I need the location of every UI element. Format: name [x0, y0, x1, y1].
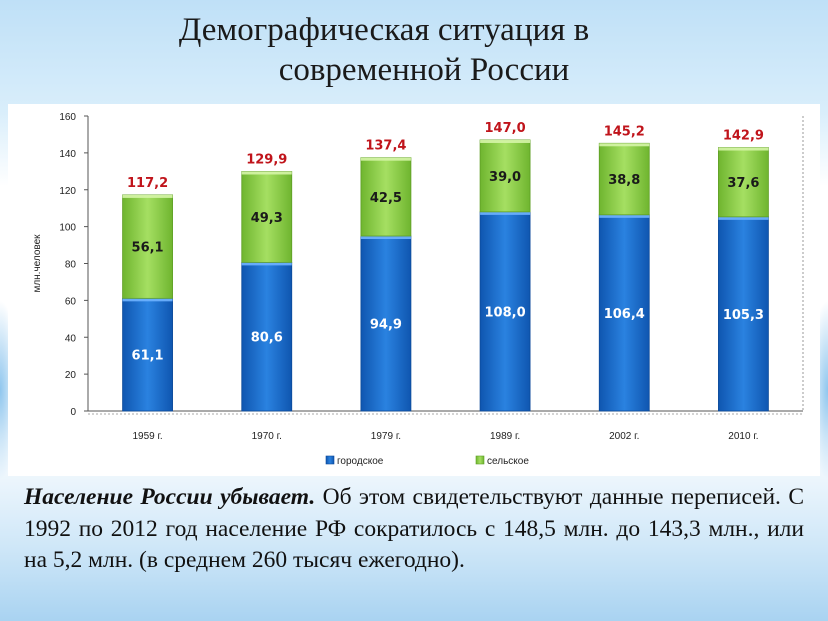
segment-label-городское-2: 94,9: [370, 318, 402, 333]
bar-городское-5: [718, 216, 769, 412]
segment-label-городское-4: 106,4: [604, 307, 645, 322]
x-tick-label-1: 1970 г.: [252, 431, 282, 442]
caption-body: Об этом свидетельствуют данные переписей…: [24, 484, 804, 573]
segment-label-сельское-0: 56,1: [132, 241, 164, 256]
bar-сельское-5: [718, 147, 769, 218]
total-label-2: 137,4: [365, 139, 406, 154]
total-label-1: 129,9: [246, 152, 287, 167]
segment-label-городское-3: 108,0: [485, 305, 526, 320]
bar-highlight-сельское-3: [480, 139, 531, 143]
segment-label-сельское-3: 39,0: [489, 170, 521, 185]
x-tick-label-3: 1989 г.: [490, 431, 520, 442]
y-tick-label: 160: [59, 112, 76, 123]
y-tick-label: 60: [65, 296, 77, 307]
x-tick-label-5: 2010 г.: [728, 431, 758, 442]
bar-городское-3: [479, 211, 531, 412]
segment-label-городское-1: 80,6: [251, 331, 283, 346]
legend-label-городское: городское: [337, 456, 384, 467]
y-tick-label: 120: [59, 186, 76, 197]
bar-highlight-сельское-1: [241, 171, 292, 175]
bar-сельское-0: [122, 194, 173, 299]
bar-highlight-сельское-5: [718, 147, 769, 151]
x-tick-label-2: 1979 г.: [371, 431, 401, 442]
total-label-3: 147,0: [485, 121, 526, 136]
bar-highlight-сельское-2: [360, 157, 411, 161]
total-label-4: 145,2: [604, 124, 645, 139]
chart-panel: 0 20 40 60 80 100 120 140 160 млн.человек 61,1 56,1…: [8, 104, 820, 476]
y-tick-label: 140: [59, 149, 76, 160]
x-tick-label-4: 2002 г.: [609, 431, 639, 442]
bar-highlight-городское-5: [718, 216, 769, 220]
bar-городское-0: [122, 297, 173, 412]
segment-label-сельское-1: 49,3: [251, 211, 283, 226]
legend-swatch-городское: [325, 455, 335, 465]
y-tick-label: 80: [65, 260, 77, 271]
bar-городское-1: [241, 261, 293, 412]
bar-highlight-городское-0: [122, 298, 173, 302]
total-label-0: 117,2: [127, 176, 168, 191]
bar-сельское-3: [479, 139, 531, 213]
bar-сельское-2: [360, 157, 412, 237]
segment-label-сельское-5: 37,6: [727, 176, 759, 191]
slide-title-line-2: современной России: [278, 52, 570, 88]
y-tick-label: 100: [59, 223, 76, 234]
segment-label-сельское-2: 42,5: [370, 191, 402, 206]
bar-городское-4: [598, 214, 650, 412]
y-axis-title: млн.человек: [32, 234, 43, 293]
segment-label-сельское-4: 38,8: [608, 173, 640, 188]
population-chart: 0 20 40 60 80 100 120 140 160 млн.человек 61,1 56,1…: [32, 112, 804, 467]
bar-highlight-городское-1: [241, 262, 292, 266]
legend-label-сельское: сельское: [487, 456, 529, 467]
bar-highlight-городское-4: [599, 214, 650, 218]
caption-lead: Население России убывает.: [24, 484, 316, 510]
segment-label-городское-5: 105,3: [723, 308, 764, 323]
bar-highlight-сельское-4: [599, 143, 650, 147]
bar-highlight-сельское-0: [122, 194, 173, 198]
bar-сельское-4: [598, 142, 650, 216]
bar-сельское-1: [241, 171, 293, 263]
y-tick-label: 40: [65, 333, 77, 344]
legend-swatch-сельское: [475, 455, 485, 465]
y-tick-label: 20: [65, 370, 77, 381]
total-label-5: 142,9: [723, 129, 764, 144]
y-tick-label: 0: [70, 407, 76, 418]
slide-title: Демографическая ситуация в современной Р…: [0, 10, 828, 90]
bar-highlight-городское-3: [480, 211, 531, 215]
x-tick-label-0: 1959 г.: [132, 431, 162, 442]
segment-label-городское-0: 61,1: [132, 349, 164, 364]
slide-title-line-1: Демографическая ситуация в: [178, 12, 590, 48]
bar-highlight-городское-2: [360, 236, 411, 240]
caption-text: Население России убывает. Об этом свидет…: [24, 482, 804, 577]
